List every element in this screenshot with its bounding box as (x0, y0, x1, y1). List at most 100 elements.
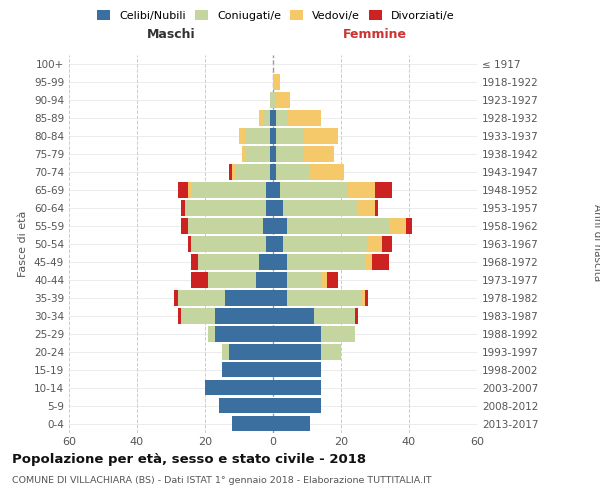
Bar (358, 200, 375, 216)
Bar (181, 308, 215, 324)
Bar (314, 308, 355, 324)
Bar (273, 218, 287, 234)
Text: COMUNE DI VILLACHIARA (BS) - Dati ISTAT 1° gennaio 2018 - Elaborazione TUTTITALI: COMUNE DI VILLACHIARA (BS) - Dati ISTAT … (12, 476, 431, 485)
Bar (246, 146, 269, 162)
Bar (277, 92, 290, 108)
Bar (287, 254, 365, 270)
Bar (365, 290, 368, 306)
Bar (273, 380, 320, 396)
Bar (259, 110, 263, 126)
Bar (273, 362, 320, 378)
Bar (304, 146, 334, 162)
Bar (348, 182, 375, 198)
Bar (371, 254, 389, 270)
Bar (287, 110, 320, 126)
Bar (273, 200, 283, 216)
Bar (273, 290, 287, 306)
Bar (226, 290, 273, 306)
Bar (242, 146, 246, 162)
Bar (229, 164, 232, 180)
Bar (246, 128, 269, 144)
Bar (273, 182, 280, 198)
Bar (205, 380, 273, 396)
Bar (191, 236, 266, 252)
Bar (266, 236, 273, 252)
Bar (273, 128, 277, 144)
Bar (188, 236, 191, 252)
Bar (273, 74, 280, 90)
Bar (269, 128, 273, 144)
Bar (215, 326, 273, 342)
Bar (232, 164, 236, 180)
Bar (287, 290, 361, 306)
Bar (263, 110, 269, 126)
Bar (375, 182, 392, 198)
Bar (178, 182, 188, 198)
Bar (269, 92, 273, 108)
Bar (273, 236, 283, 252)
Bar (287, 272, 320, 287)
Bar (259, 254, 273, 270)
Bar (266, 200, 273, 216)
Bar (320, 272, 328, 287)
Text: Popolazione per età, sesso e stato civile - 2018: Popolazione per età, sesso e stato civil… (12, 452, 366, 466)
Bar (215, 308, 273, 324)
Bar (283, 236, 368, 252)
Bar (382, 236, 392, 252)
Bar (263, 218, 273, 234)
Bar (355, 308, 358, 324)
Bar (188, 182, 191, 198)
Bar (222, 362, 273, 378)
Bar (218, 398, 273, 413)
Bar (191, 254, 198, 270)
Legend: Celibi/Nubili, Coniugati/e, Vedovi/e, Divorziati/e: Celibi/Nubili, Coniugati/e, Vedovi/e, Di… (93, 6, 459, 25)
Bar (273, 110, 277, 126)
Bar (389, 218, 406, 234)
Bar (191, 182, 266, 198)
Bar (266, 182, 273, 198)
Bar (320, 326, 355, 342)
Bar (236, 164, 269, 180)
Bar (273, 164, 277, 180)
Bar (273, 92, 277, 108)
Bar (273, 398, 320, 413)
Bar (181, 200, 185, 216)
Bar (361, 290, 365, 306)
Bar (365, 254, 371, 270)
Bar (406, 218, 412, 234)
Bar (273, 254, 287, 270)
Bar (269, 146, 273, 162)
Text: Anni di nascita: Anni di nascita (592, 204, 600, 281)
Y-axis label: Fasce di età: Fasce di età (19, 210, 28, 277)
Bar (273, 308, 314, 324)
Bar (287, 218, 389, 234)
Bar (273, 272, 287, 287)
Bar (310, 164, 344, 180)
Text: Maschi: Maschi (146, 28, 196, 40)
Bar (229, 344, 273, 359)
Bar (256, 272, 273, 287)
Bar (222, 344, 229, 359)
Bar (277, 164, 310, 180)
Bar (277, 146, 304, 162)
Bar (273, 344, 320, 359)
Bar (185, 200, 266, 216)
Bar (277, 128, 304, 144)
Bar (239, 128, 246, 144)
Bar (178, 308, 181, 324)
Bar (368, 236, 382, 252)
Bar (178, 290, 226, 306)
Bar (304, 128, 338, 144)
Bar (280, 182, 348, 198)
Bar (273, 326, 320, 342)
Bar (328, 272, 338, 287)
Bar (277, 110, 287, 126)
Bar (269, 164, 273, 180)
Bar (181, 218, 188, 234)
Bar (232, 416, 273, 432)
Bar (208, 326, 215, 342)
Bar (283, 200, 358, 216)
Bar (208, 272, 256, 287)
Text: Femmine: Femmine (343, 28, 407, 40)
Bar (191, 272, 208, 287)
